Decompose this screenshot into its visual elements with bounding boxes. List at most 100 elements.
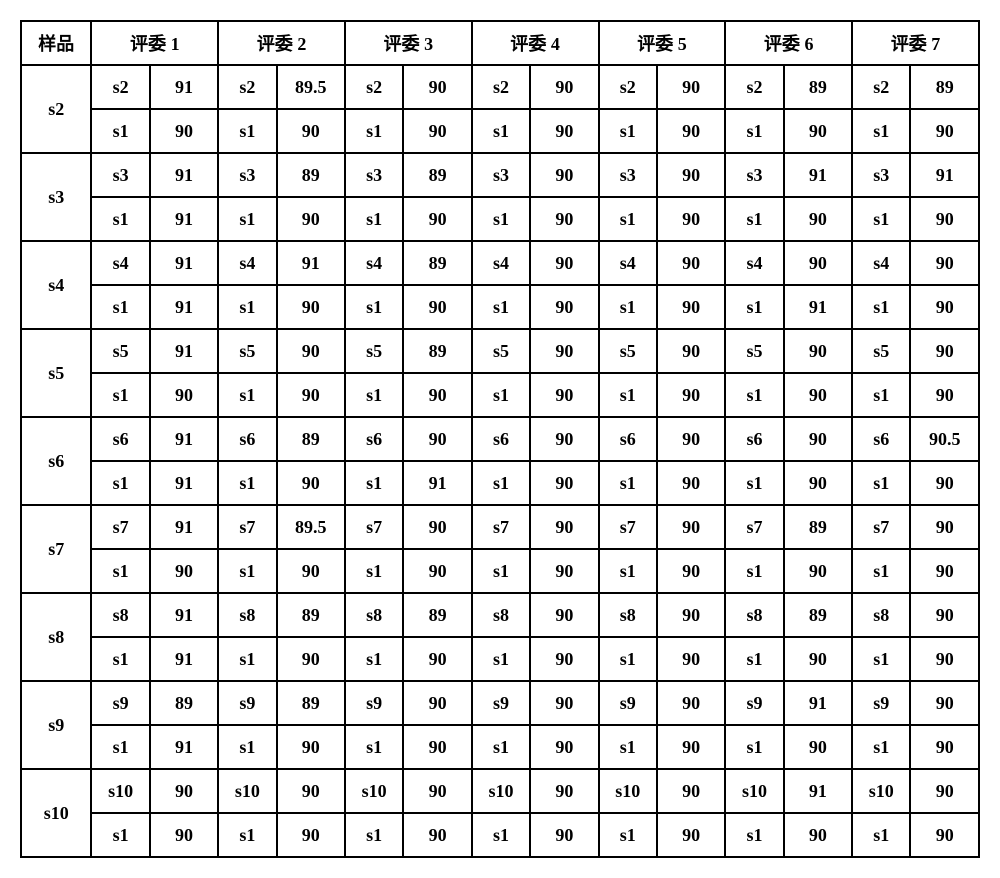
cell-label: s1 bbox=[852, 637, 910, 681]
cell-value: 90 bbox=[910, 241, 979, 285]
cell-label: s1 bbox=[345, 373, 403, 417]
cell-value: 89 bbox=[784, 65, 852, 109]
sample-name: s6 bbox=[21, 417, 91, 505]
cell-value: 89 bbox=[277, 593, 345, 637]
cell-label: s1 bbox=[725, 109, 783, 153]
cell-value: 90 bbox=[530, 681, 598, 725]
header-judge-4: 评委 4 bbox=[472, 21, 599, 65]
cell-value: 90 bbox=[657, 417, 725, 461]
cell-value: 90 bbox=[657, 241, 725, 285]
cell-value: 90 bbox=[530, 549, 598, 593]
cell-label: s1 bbox=[725, 813, 783, 857]
table-body: s2s291s289.5s290s290s290s289s289s190s190… bbox=[21, 65, 979, 857]
cell-label: s6 bbox=[91, 417, 149, 461]
cell-value: 89 bbox=[403, 241, 471, 285]
table-row: s190s190s190s190s190s190s190 bbox=[21, 813, 979, 857]
cell-label: s1 bbox=[218, 109, 276, 153]
sample-name: s3 bbox=[21, 153, 91, 241]
cell-label: s7 bbox=[345, 505, 403, 549]
cell-value: 91 bbox=[150, 461, 218, 505]
cell-value: 90 bbox=[784, 329, 852, 373]
cell-value: 90 bbox=[530, 637, 598, 681]
cell-value: 90 bbox=[403, 417, 471, 461]
cell-value: 90 bbox=[657, 285, 725, 329]
cell-value: 90 bbox=[403, 813, 471, 857]
cell-value: 90 bbox=[530, 329, 598, 373]
cell-label: s1 bbox=[91, 637, 149, 681]
cell-label: s10 bbox=[599, 769, 657, 813]
cell-value: 90 bbox=[530, 241, 598, 285]
table-row: s2s291s289.5s290s290s290s289s289 bbox=[21, 65, 979, 109]
cell-value: 90 bbox=[657, 725, 725, 769]
cell-value: 89 bbox=[277, 681, 345, 725]
cell-label: s1 bbox=[91, 461, 149, 505]
cell-value: 90 bbox=[530, 153, 598, 197]
cell-value: 91 bbox=[784, 285, 852, 329]
cell-label: s2 bbox=[218, 65, 276, 109]
cell-value: 89 bbox=[403, 329, 471, 373]
sample-name: s2 bbox=[21, 65, 91, 153]
cell-value: 90 bbox=[403, 285, 471, 329]
cell-value: 91 bbox=[150, 725, 218, 769]
cell-label: s1 bbox=[599, 725, 657, 769]
cell-value: 90 bbox=[910, 461, 979, 505]
cell-value: 90 bbox=[277, 549, 345, 593]
cell-value: 90 bbox=[910, 813, 979, 857]
cell-value: 89 bbox=[784, 593, 852, 637]
header-row: 样品 评委 1 评委 2 评委 3 评委 4 评委 5 评委 6 评委 7 bbox=[21, 21, 979, 65]
cell-label: s1 bbox=[725, 285, 783, 329]
cell-value: 90 bbox=[150, 769, 218, 813]
cell-value: 90 bbox=[910, 769, 979, 813]
cell-value: 90 bbox=[530, 725, 598, 769]
cell-value: 91 bbox=[150, 153, 218, 197]
table-row: s9s989s989s990s990s990s991s990 bbox=[21, 681, 979, 725]
cell-value: 90 bbox=[277, 329, 345, 373]
table-row: s7s791s789.5s790s790s790s789s790 bbox=[21, 505, 979, 549]
cell-value: 90 bbox=[784, 725, 852, 769]
cell-value: 90 bbox=[530, 109, 598, 153]
cell-label: s1 bbox=[91, 197, 149, 241]
cell-value: 90 bbox=[910, 549, 979, 593]
cell-value: 90 bbox=[657, 65, 725, 109]
cell-label: s5 bbox=[345, 329, 403, 373]
cell-label: s1 bbox=[345, 637, 403, 681]
cell-value: 91 bbox=[150, 417, 218, 461]
cell-value: 90 bbox=[403, 197, 471, 241]
cell-value: 90 bbox=[403, 681, 471, 725]
cell-value: 90 bbox=[784, 637, 852, 681]
cell-label: s8 bbox=[345, 593, 403, 637]
cell-value: 90 bbox=[277, 637, 345, 681]
sample-name: s4 bbox=[21, 241, 91, 329]
cell-value: 89.5 bbox=[277, 65, 345, 109]
cell-label: s1 bbox=[91, 109, 149, 153]
cell-label: s10 bbox=[345, 769, 403, 813]
cell-value: 89 bbox=[277, 153, 345, 197]
cell-value: 91 bbox=[403, 461, 471, 505]
cell-label: s4 bbox=[599, 241, 657, 285]
cell-label: s5 bbox=[725, 329, 783, 373]
cell-label: s9 bbox=[472, 681, 530, 725]
cell-value: 90 bbox=[530, 285, 598, 329]
table-row: s191s190s190s190s190s190s190 bbox=[21, 725, 979, 769]
cell-value: 90 bbox=[910, 285, 979, 329]
table-row: s5s591s590s589s590s590s590s590 bbox=[21, 329, 979, 373]
cell-value: 90 bbox=[150, 813, 218, 857]
cell-label: s4 bbox=[472, 241, 530, 285]
cell-value: 90 bbox=[657, 593, 725, 637]
cell-label: s1 bbox=[725, 637, 783, 681]
cell-label: s7 bbox=[218, 505, 276, 549]
cell-value: 90 bbox=[530, 373, 598, 417]
header-judge-7: 评委 7 bbox=[852, 21, 979, 65]
header-judge-2: 评委 2 bbox=[218, 21, 345, 65]
cell-label: s1 bbox=[472, 813, 530, 857]
cell-label: s5 bbox=[852, 329, 910, 373]
cell-value: 90 bbox=[784, 197, 852, 241]
cell-label: s1 bbox=[725, 549, 783, 593]
cell-label: s1 bbox=[345, 725, 403, 769]
cell-label: s1 bbox=[218, 373, 276, 417]
cell-label: s1 bbox=[218, 725, 276, 769]
table-row: s4s491s491s489s490s490s490s490 bbox=[21, 241, 979, 285]
cell-value: 91 bbox=[784, 681, 852, 725]
cell-label: s1 bbox=[472, 373, 530, 417]
cell-label: s3 bbox=[852, 153, 910, 197]
